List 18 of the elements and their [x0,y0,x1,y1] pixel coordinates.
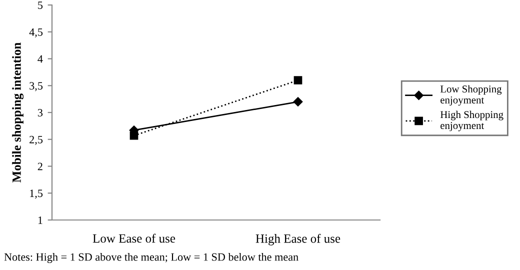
point [293,97,303,106]
y-tick-label: 3 [38,108,43,116]
x-tick-label: Low Ease of use [92,234,176,243]
legend-label: Low Shopping enjoyment [440,85,502,106]
y-tick-label: 1,5 [30,190,43,199]
legend-label: High Shopping enjoyment [440,110,504,132]
y-tick-label: 3,5 [30,82,43,92]
y-tick-label: 4 [38,55,43,63]
point [130,131,138,140]
y-tick-label: 2,5 [30,136,43,145]
point [294,76,302,84]
y-tick-label: 4,5 [29,28,43,38]
text: Notes: High = 1 SD above the mean; Low = 1 SD below the mean [4,252,298,264]
y-tick-label: 2 [38,162,42,170]
y-tick-label: 5 [38,2,43,9]
y-tick-label: 1 [38,216,42,224]
y-axis-title: Mobile shopping intention [12,42,24,182]
x-tick-label: High Ease of use [256,234,340,246]
